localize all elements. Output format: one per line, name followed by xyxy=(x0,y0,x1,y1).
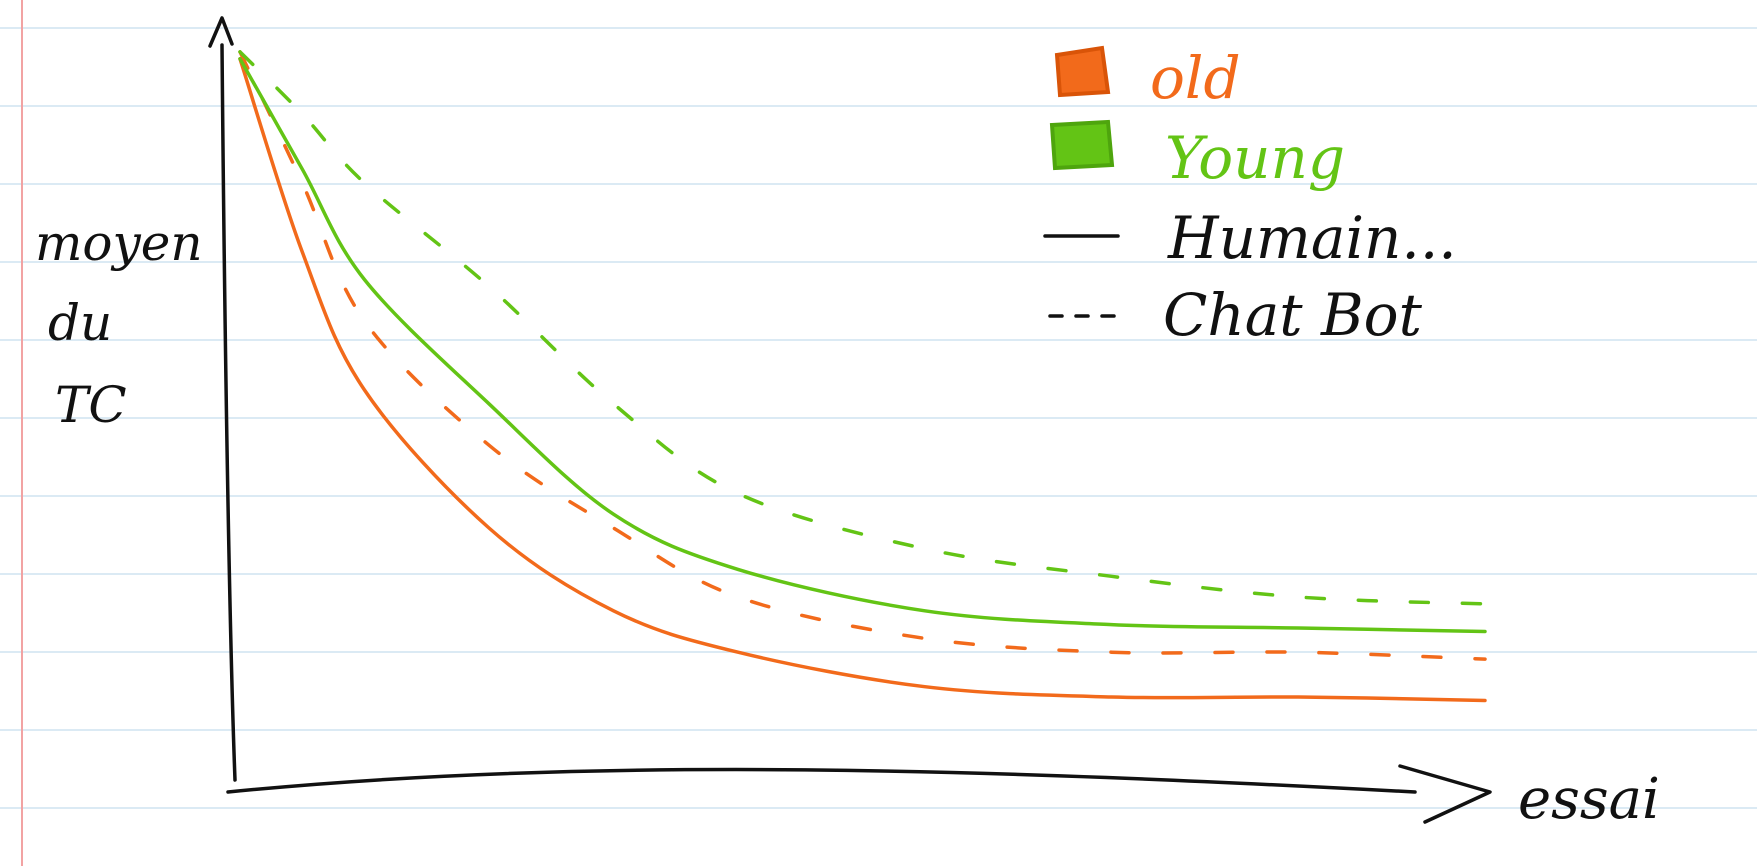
notebook-rules xyxy=(0,27,1757,809)
x-axis xyxy=(226,767,1417,794)
legend-label-young: Young xyxy=(1165,124,1345,192)
legend-swatch-young xyxy=(1049,119,1115,171)
series-line-young-solid xyxy=(238,57,1487,634)
y-axis xyxy=(220,43,237,782)
legend: old Young Humain... Chat Bot xyxy=(1043,44,1457,349)
legend-label-old: old xyxy=(1150,44,1241,112)
legend-swatch-old xyxy=(1054,45,1111,98)
legend-label-humain: Humain... xyxy=(1167,204,1457,272)
series-line-old-solid xyxy=(238,57,1487,703)
y-axis-label-line-2: du xyxy=(48,294,112,352)
x-axis-arrow xyxy=(1398,764,1492,824)
y-axis-label-line-1: moyen xyxy=(35,214,203,272)
y-axis-label-line-3: TC xyxy=(55,376,127,434)
x-axis-label: essai xyxy=(1518,767,1660,832)
y-axis-arrow xyxy=(208,16,234,48)
series-line-old-dashed xyxy=(238,50,1487,661)
legend-label-chatbot: Chat Bot xyxy=(1163,281,1423,349)
series-line-young-dashed xyxy=(238,50,1487,606)
plot-area xyxy=(238,50,1487,703)
